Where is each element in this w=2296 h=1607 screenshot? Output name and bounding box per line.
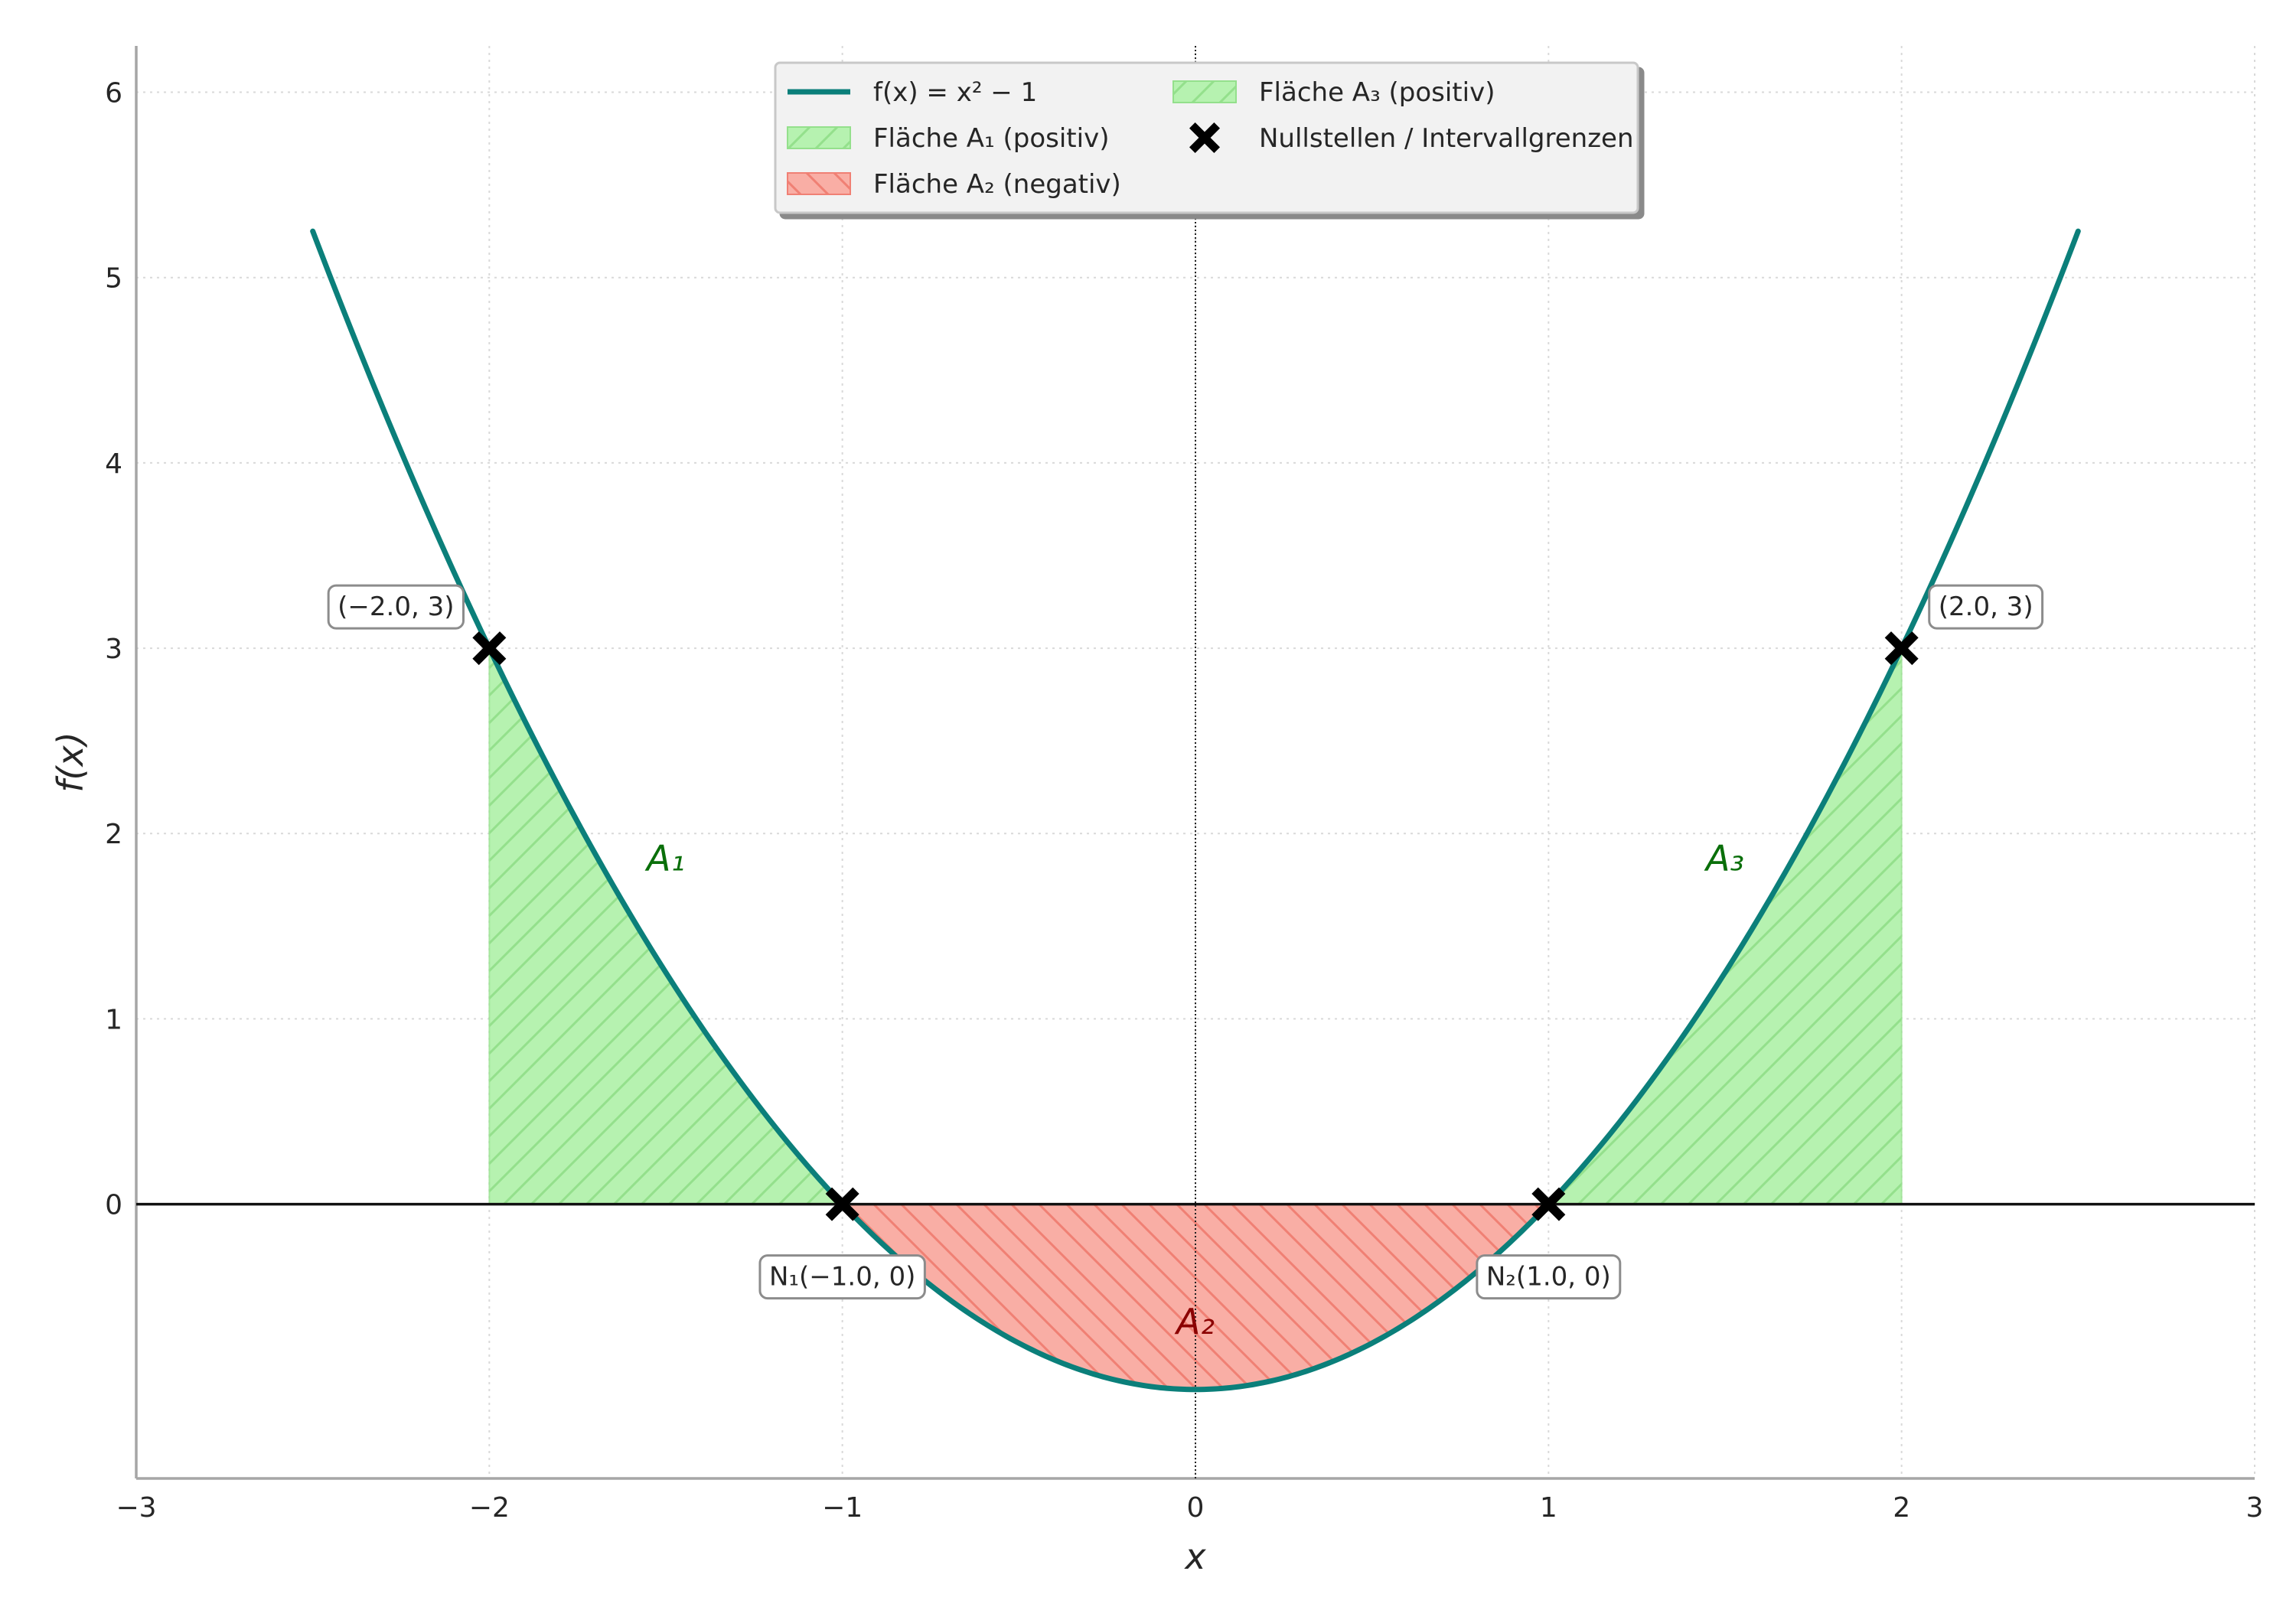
points: (−2.0, 3) N₁(−1.0, 0) N₂(1.0, 0) (2.0, 3) xyxy=(327,584,2044,1300)
area-label-2: A₂ xyxy=(1174,1301,1215,1342)
point-label-4: (2.0, 3) xyxy=(1939,592,2033,622)
legend-marker-swatch xyxy=(1189,122,1220,153)
point-marker-3 xyxy=(1531,1187,1566,1221)
area-label-3: A₃ xyxy=(1704,838,1744,879)
legend-area-hatch xyxy=(787,172,851,195)
tick-labels: −3 −2 −1 0 1 2 3 0 1 2 3 4 5 6 xyxy=(105,78,2263,1524)
point-label-frame xyxy=(1476,1254,1622,1300)
point-label-frame xyxy=(758,1254,926,1300)
x-tick-label: 2 xyxy=(1893,1492,1910,1524)
point-marker-2 xyxy=(825,1187,859,1221)
legend-label: Fläche A₂ (negativ) xyxy=(873,169,1121,200)
legend-item-pts: Nullstellen / Intervallgrenzen xyxy=(1189,122,1634,154)
areas xyxy=(488,647,1903,1390)
legend-item-a3: Fläche A₃ (positiv) xyxy=(1172,77,1495,108)
y-tick-label: 1 xyxy=(105,1004,122,1035)
point-label-box-4: (2.0, 3) xyxy=(1928,584,2044,630)
point-label-box-3: N₂(1.0, 0) xyxy=(1476,1254,1622,1300)
legend-item-a1: Fläche A₁ (positiv) xyxy=(787,123,1109,154)
legend: f(x) = x² − 1 Fläche A₁ (positiv) Fläche A… xyxy=(774,61,1639,214)
point-label-box-1: (−2.0, 3) xyxy=(327,584,465,630)
function-curve-group xyxy=(310,228,2081,1393)
area-1-hatch xyxy=(488,647,844,1205)
point-label-box-2: N₁(−1.0, 0) xyxy=(758,1254,926,1300)
point-label-frame xyxy=(1928,584,2044,630)
legend-area-hatch xyxy=(787,126,851,149)
x-axis-label: x xyxy=(1183,1536,1206,1577)
point-marker-1 xyxy=(472,631,507,666)
legend-item-a2: Fläche A₂ (negativ) xyxy=(787,169,1121,200)
area-label-1: A₁ xyxy=(644,838,685,879)
y-tick-label: 6 xyxy=(105,78,122,109)
legend-label: Nullstellen / Intervallgrenzen xyxy=(1259,123,1634,154)
legend-area-hatch xyxy=(1172,80,1237,103)
x-tick-label: −3 xyxy=(116,1492,156,1524)
y-tick-label: 0 xyxy=(105,1190,122,1221)
x-tick-label: 1 xyxy=(1540,1492,1557,1524)
y-axis-label: f(x) xyxy=(50,732,91,792)
legend-label: f(x) = x² − 1 xyxy=(873,77,1037,108)
x-tick-label: −1 xyxy=(822,1492,863,1524)
x-tick-label: 3 xyxy=(2246,1492,2264,1524)
y-tick-label: 5 xyxy=(105,263,122,295)
point-label-1: (−2.0, 3) xyxy=(338,592,454,622)
point-label-3: N₂(1.0, 0) xyxy=(1486,1262,1611,1292)
area-3-hatch xyxy=(1547,647,1903,1205)
x-tick-label: 0 xyxy=(1187,1492,1205,1524)
legend-label: Fläche A₁ (positiv) xyxy=(873,123,1109,154)
point-marker-4 xyxy=(1884,631,1919,666)
x-tick-label: −2 xyxy=(469,1492,510,1524)
y-tick-label: 3 xyxy=(105,634,122,665)
point-label-frame xyxy=(327,584,465,630)
y-tick-label: 2 xyxy=(105,819,122,850)
function-curve xyxy=(310,228,2081,1393)
axes xyxy=(135,46,2255,1480)
point-label-2: N₁(−1.0, 0) xyxy=(769,1262,915,1292)
y-tick-label: 4 xyxy=(105,448,122,480)
legend-label: Fläche A₃ (positiv) xyxy=(1259,77,1495,108)
area-labels: A₁ A₂ A₃ xyxy=(644,838,1744,1342)
legend-item-line: f(x) = x² − 1 xyxy=(788,77,1037,108)
